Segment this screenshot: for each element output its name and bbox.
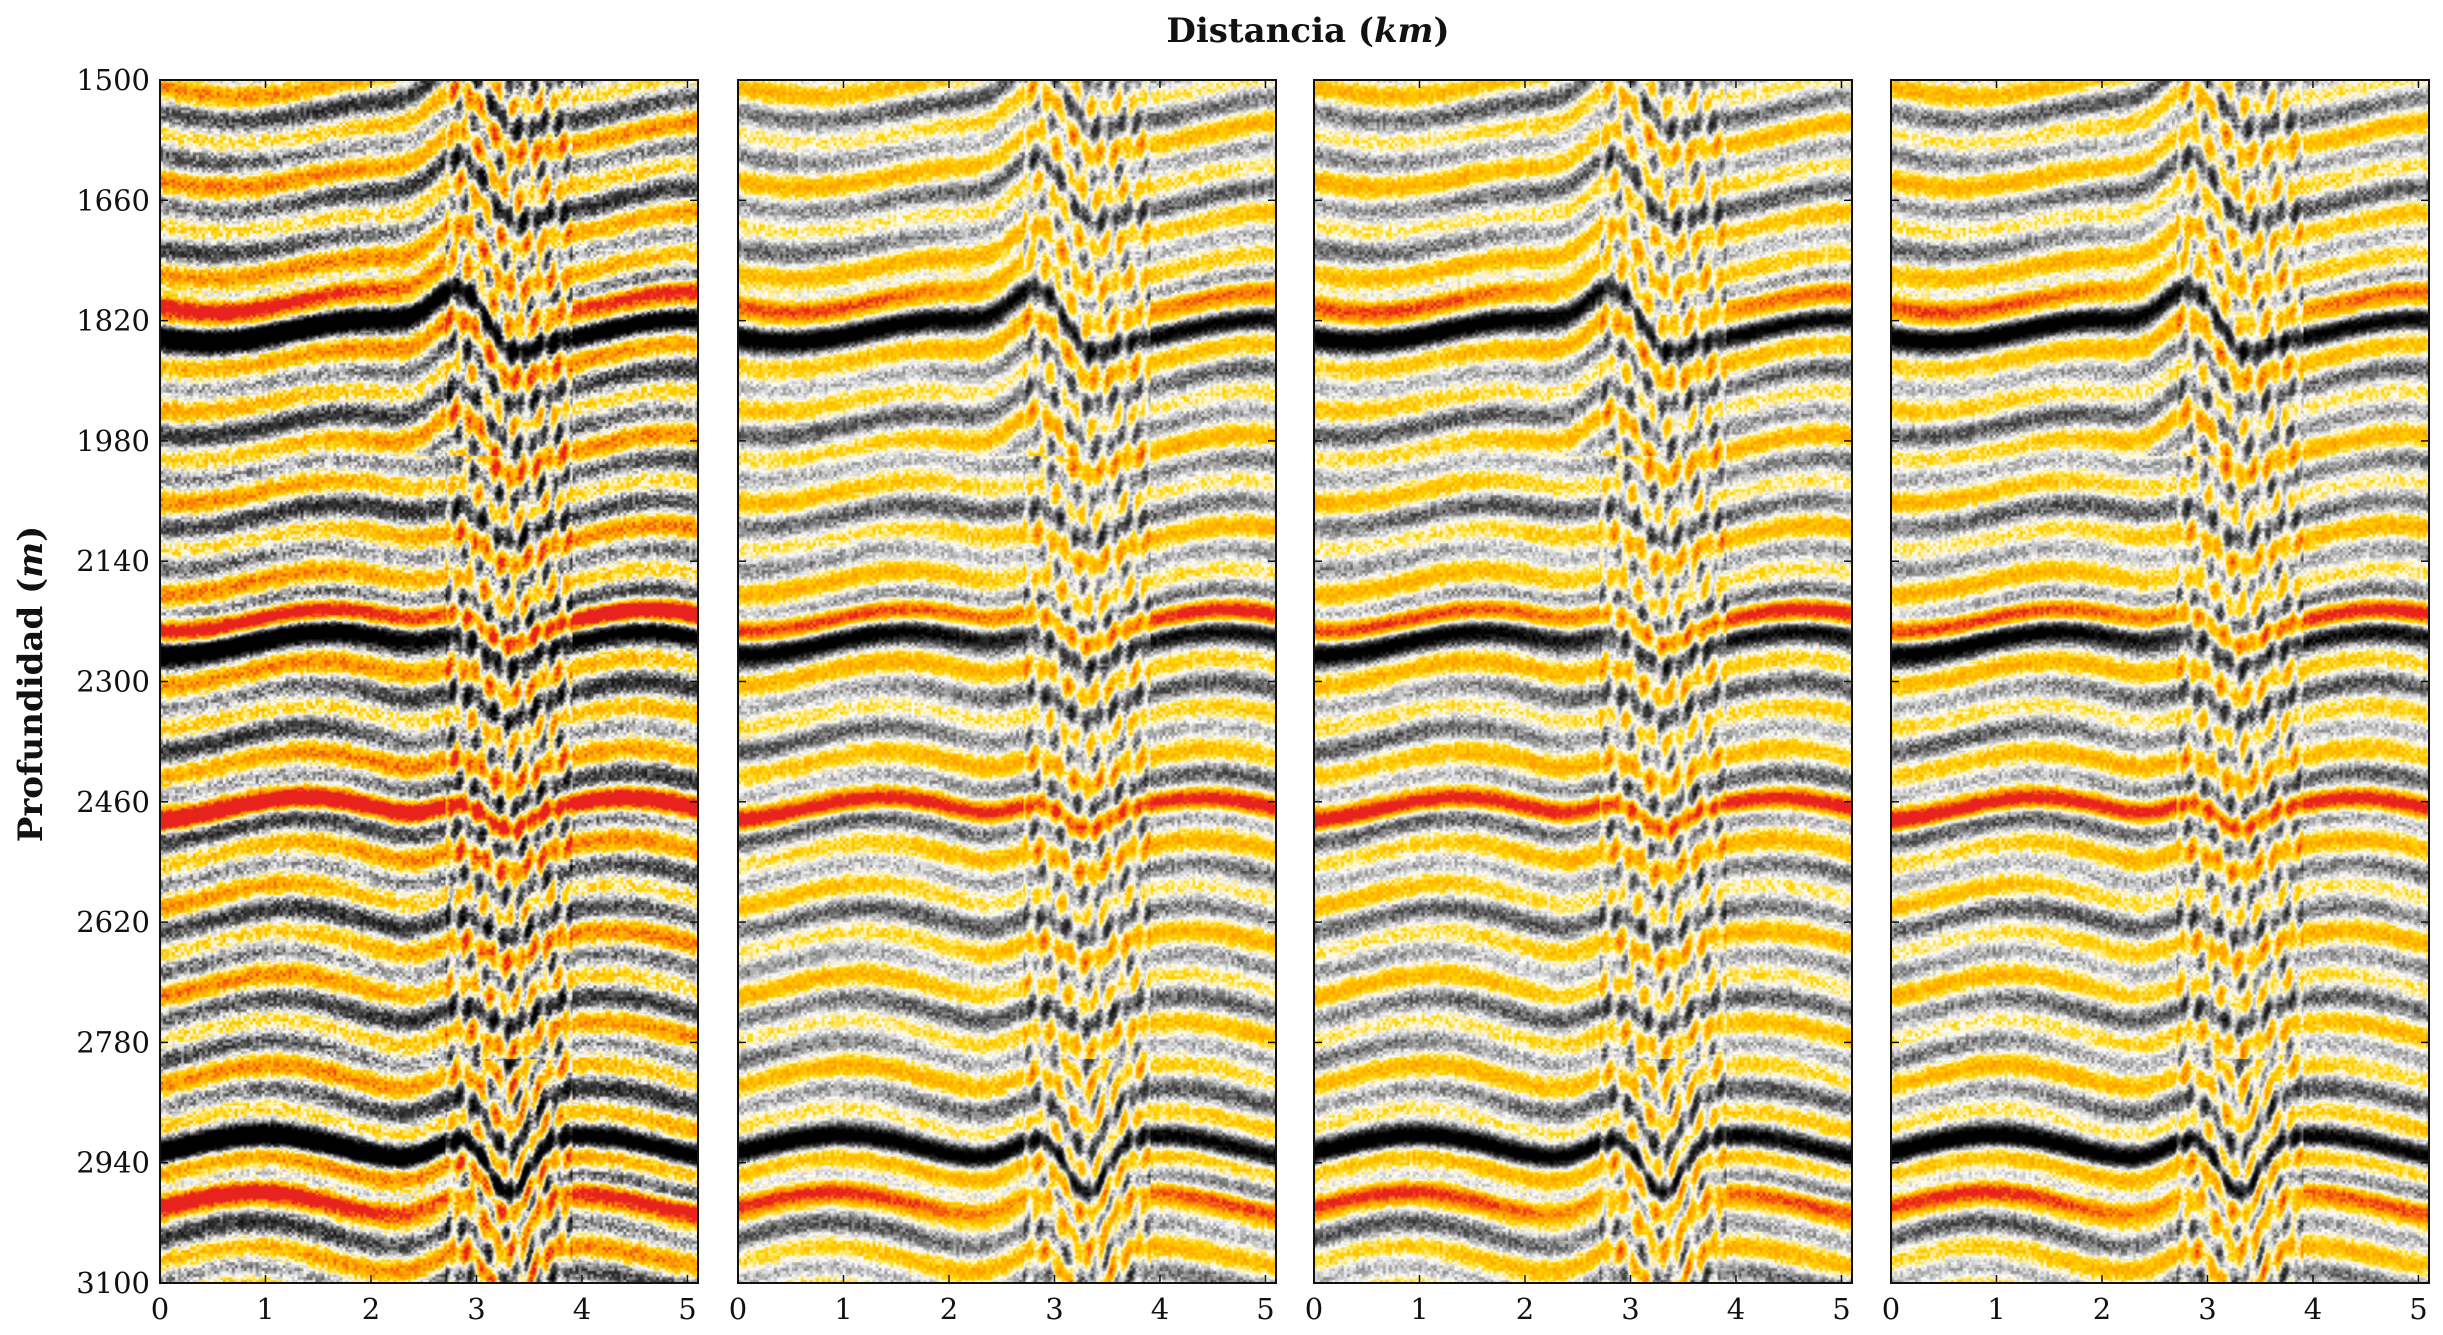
seismic-section-3 (1314, 80, 1852, 1283)
panel-4: 0 1 2 3 4 5 (1882, 79, 2430, 1326)
x-axis-title: Distancia (km) (1166, 11, 1449, 51)
x-tick-label: 2 (1516, 1292, 1534, 1326)
y-tick-label: 1980 (76, 424, 150, 458)
x-axis-label: Distancia (1166, 11, 1346, 51)
y-tick-label: 1660 (76, 183, 150, 217)
y-tick-label: 2780 (76, 1025, 150, 1059)
x-axis-unit: km (1374, 11, 1434, 51)
x-tick-label: 1 (1987, 1292, 2005, 1326)
panel-3: 0 1 2 3 4 5 (1305, 79, 1853, 1326)
y-tick-label: 3100 (76, 1266, 150, 1300)
x-tick-label: 1 (256, 1292, 274, 1326)
x-tick-label: 4 (2304, 1292, 2322, 1326)
x-tick-label: 3 (1045, 1292, 1063, 1326)
y-tick-label: 2300 (76, 665, 150, 699)
x-tick-label: 3 (2198, 1292, 2216, 1326)
x-tick-label: 1 (834, 1292, 852, 1326)
y-axis-title: Profundidad (m) (11, 526, 51, 843)
y-tick-label: 2940 (76, 1146, 150, 1180)
panels-group: 0 1 2 3 4 51500166018201980214023002460262027… (76, 63, 2430, 1326)
seismic-section-1 (160, 80, 698, 1283)
x-tick-label: 0 (151, 1292, 169, 1326)
x-tick-label: 2 (2093, 1292, 2111, 1326)
panel-1: 0 1 2 3 4 5 1500 1660 1820 1980 2140 2300 2460 2620 27… (76, 63, 699, 1326)
x-tick-label: 4 (1151, 1292, 1169, 1326)
y-tick-label: 1500 (76, 63, 150, 97)
x-tick-label: 5 (1832, 1292, 1850, 1326)
x-tick-label: 2 (362, 1292, 380, 1326)
x-tick-label: 0 (1305, 1292, 1323, 1326)
x-tick-label: 0 (1882, 1292, 1900, 1326)
y-tick-label: 2460 (76, 785, 150, 819)
seismic-section-4 (1891, 80, 2429, 1283)
x-tick-label: 3 (467, 1292, 485, 1326)
y-tick-label: 2140 (76, 544, 150, 578)
x-tick-label: 5 (678, 1292, 696, 1326)
y-tick-label: 2620 (76, 905, 150, 939)
x-tick-label: 1 (1410, 1292, 1428, 1326)
y-axis-unit: m (11, 542, 51, 578)
x-tick-label: 3 (1621, 1292, 1639, 1326)
x-tick-label: 4 (1727, 1292, 1745, 1326)
x-tick-label: 5 (1256, 1292, 1274, 1326)
x-tick-label: 2 (940, 1292, 958, 1326)
x-tick-label: 0 (729, 1292, 747, 1326)
panel-2: 0 1 2 3 4 5 (729, 79, 1277, 1326)
y-tick-label: 1820 (76, 304, 150, 338)
y-axis-label: Profundidad (11, 606, 51, 843)
x-tick-label: 5 (2409, 1292, 2427, 1326)
seismic-section-2 (738, 80, 1276, 1283)
x-tick-label: 4 (573, 1292, 591, 1326)
